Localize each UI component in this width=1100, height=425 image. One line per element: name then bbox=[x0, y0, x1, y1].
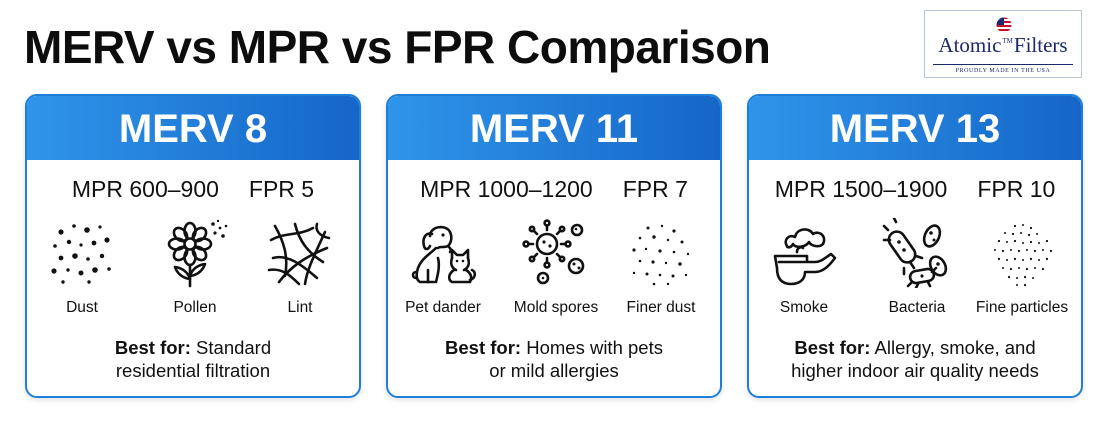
particle-item: Smoke bbox=[749, 218, 859, 317]
particle-label: Lint bbox=[287, 299, 313, 316]
card-ratings: MPR 1500–1900 FPR 10 bbox=[749, 176, 1081, 203]
particle-icons: Smoke Bacteria bbox=[749, 218, 1081, 318]
best-for-line-2: or mild allergies bbox=[489, 360, 619, 381]
particle-item: Pollen bbox=[140, 218, 250, 317]
best-for-line-1: Allergy, smoke, and bbox=[874, 337, 1036, 358]
card-header: MERV 11 bbox=[388, 96, 720, 160]
particle-item: Bacteria bbox=[862, 218, 972, 317]
particle-icons: Pet dander Mold spores bbox=[388, 218, 720, 318]
mpr-rating: MPR 600–900 bbox=[71, 176, 219, 202]
lint-icon bbox=[267, 222, 331, 286]
best-for-text: Best for: Allergy, smoke, and higher ind… bbox=[749, 336, 1081, 382]
pet-dander-icon bbox=[411, 225, 477, 284]
fpr-rating: FPR 5 bbox=[248, 176, 315, 202]
mold-spores-icon bbox=[522, 219, 585, 285]
particle-item: Lint bbox=[245, 218, 355, 317]
particle-label: Fine particles bbox=[975, 299, 1069, 316]
best-for-text: Best for: Homes with pets or mild allerg… bbox=[388, 336, 720, 382]
particle-item: Dust bbox=[27, 218, 137, 317]
card-merv-13: MERV 13 MPR 1500–1900 FPR 10 Smoke bbox=[747, 94, 1083, 398]
logo-brand-right: Filters bbox=[1013, 33, 1068, 57]
mpr-rating: MPR 1500–1900 bbox=[774, 176, 948, 202]
logo-tm: TM bbox=[1002, 37, 1013, 45]
particle-label: Dust bbox=[66, 299, 98, 316]
best-for-line-1: Standard bbox=[196, 337, 272, 358]
pollen-icon bbox=[167, 219, 228, 288]
best-for-lead: Best for: bbox=[794, 337, 871, 358]
logo-brand-left: Atomic bbox=[938, 33, 1002, 57]
best-for-line-1: Homes with pets bbox=[526, 337, 663, 358]
us-flag-icon bbox=[996, 17, 1012, 33]
particle-label: Finer dust bbox=[626, 299, 696, 316]
card-ratings: MPR 600–900 FPR 5 bbox=[27, 176, 359, 203]
best-for-lead: Best for: bbox=[114, 337, 191, 358]
page-title: MERV vs MPR vs FPR Comparison bbox=[24, 21, 771, 73]
particle-item: Mold spores bbox=[501, 218, 611, 317]
particle-label: Bacteria bbox=[888, 299, 946, 316]
particle-item: Fine particles bbox=[967, 218, 1077, 317]
bacteria-icon bbox=[882, 218, 948, 288]
best-for-lead: Best for: bbox=[445, 337, 522, 358]
best-for-text: Best for: Standard residential filtratio… bbox=[27, 336, 359, 382]
finer-dust-icon bbox=[632, 224, 690, 286]
particle-label: Pet dander bbox=[405, 299, 481, 316]
particle-item: Pet dander bbox=[388, 218, 498, 317]
best-for-line-2: higher indoor air quality needs bbox=[791, 360, 1039, 381]
particle-icons: Dust bbox=[27, 218, 359, 318]
atomic-filters-logo: AtomicTMFilters PROUDLY MADE IN THE USA bbox=[924, 10, 1082, 78]
card-merv-8: MERV 8 MPR 600–900 FPR 5 Dust bbox=[25, 94, 361, 398]
logo-brand: AtomicTMFilters bbox=[925, 33, 1081, 58]
best-for-line-2: residential filtration bbox=[115, 360, 271, 381]
card-merv-11: MERV 11 MPR 1000–1200 FPR 7 bbox=[386, 94, 722, 398]
logo-tagline: PROUDLY MADE IN THE USA bbox=[955, 68, 1051, 74]
particle-label: Mold spores bbox=[513, 299, 599, 316]
card-ratings: MPR 1000–1200 FPR 7 bbox=[388, 176, 720, 203]
logo-divider bbox=[933, 64, 1073, 65]
particle-label: Pollen bbox=[173, 299, 217, 316]
fpr-rating: FPR 7 bbox=[622, 176, 688, 202]
fpr-rating: FPR 10 bbox=[977, 176, 1056, 202]
particle-item: Finer dust bbox=[606, 218, 716, 317]
card-header: MERV 8 bbox=[27, 96, 359, 160]
dust-icon bbox=[51, 224, 111, 284]
mpr-rating: MPR 1000–1200 bbox=[420, 176, 593, 202]
smoke-icon bbox=[773, 228, 837, 286]
card-header: MERV 13 bbox=[749, 96, 1081, 160]
fine-particles-icon bbox=[994, 224, 1053, 287]
particle-label: Smoke bbox=[779, 299, 829, 316]
